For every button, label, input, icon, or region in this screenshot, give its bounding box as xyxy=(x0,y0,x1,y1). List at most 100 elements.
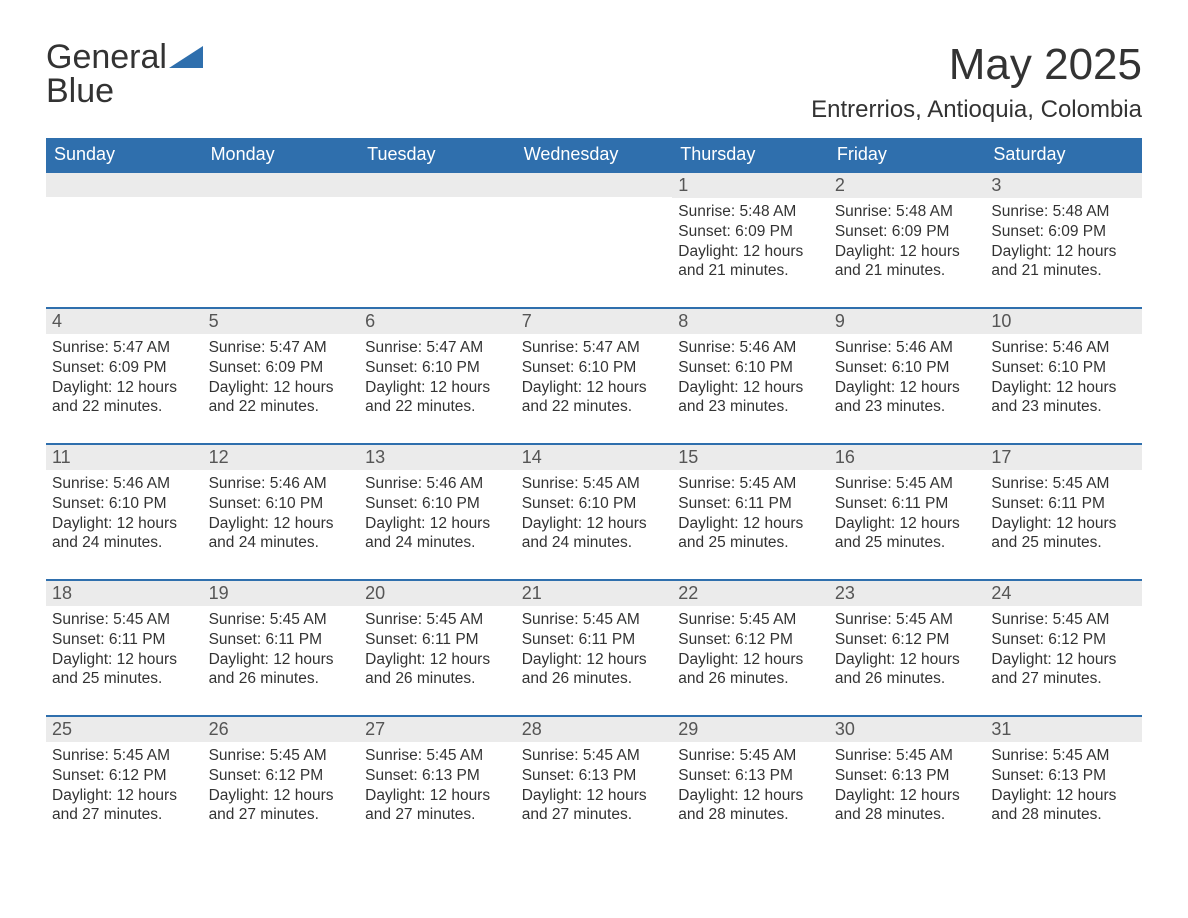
daylight-line-2: and 24 minutes. xyxy=(522,533,667,553)
daylight-hours-word: hours xyxy=(134,379,177,396)
sunrise-label: Sunrise: xyxy=(835,475,896,492)
sunrise-value: 5:46 AM xyxy=(113,475,170,492)
daylight-label: Daylight: xyxy=(835,651,900,668)
sunset-label: Sunset: xyxy=(522,359,579,376)
daylight-minutes-value: 25 xyxy=(708,534,725,551)
daylight-line-2: and 25 minutes. xyxy=(835,533,980,553)
sunset-value: 6:10 PM xyxy=(735,359,793,376)
daylight-line-1: Daylight: 12 hours xyxy=(835,378,980,398)
daylight-hours-word: hours xyxy=(1073,787,1116,804)
day-cell: 1Sunrise: 5:48 AMSunset: 6:09 PMDaylight… xyxy=(672,173,829,307)
day-body: Sunrise: 5:45 AMSunset: 6:13 PMDaylight:… xyxy=(516,742,673,829)
daylight-and-word: and xyxy=(835,806,865,823)
sunrise-value: 5:46 AM xyxy=(426,475,483,492)
daylight-line-1: Daylight: 12 hours xyxy=(835,242,980,262)
sunrise-label: Sunrise: xyxy=(209,339,270,356)
sunrise-value: 5:46 AM xyxy=(896,339,953,356)
header-row: General Blue May 2025 Entrerrios, Antioq… xyxy=(46,40,1142,124)
day-number: 20 xyxy=(359,581,516,606)
sunrise-line: Sunrise: 5:46 AM xyxy=(835,338,980,358)
daylight-minutes-word: minutes. xyxy=(726,806,789,823)
daylight-label: Daylight: xyxy=(835,379,900,396)
sunset-line: Sunset: 6:11 PM xyxy=(678,494,823,514)
day-body: Sunrise: 5:45 AMSunset: 6:13 PMDaylight:… xyxy=(359,742,516,829)
daylight-label: Daylight: xyxy=(209,515,274,532)
daylight-hours-word: hours xyxy=(1073,379,1116,396)
sunset-line: Sunset: 6:09 PM xyxy=(209,358,354,378)
daylight-and-word: and xyxy=(522,398,552,415)
daylight-minutes-value: 22 xyxy=(239,398,256,415)
daylight-minutes-word: minutes. xyxy=(569,534,632,551)
daylight-line-2: and 22 minutes. xyxy=(52,397,197,417)
location-subtitle: Entrerrios, Antioquia, Colombia xyxy=(811,96,1142,124)
daylight-line-1: Daylight: 12 hours xyxy=(835,786,980,806)
daylight-minutes-value: 23 xyxy=(1022,398,1039,415)
daylight-and-word: and xyxy=(209,398,239,415)
day-cell xyxy=(516,173,673,307)
day-of-week-header: Thursday xyxy=(672,138,829,171)
daylight-hours-value: 12 xyxy=(430,379,447,396)
sunrise-line: Sunrise: 5:45 AM xyxy=(678,474,823,494)
daylight-minutes-value: 22 xyxy=(395,398,412,415)
day-number: 7 xyxy=(516,309,673,334)
daylight-minutes-value: 22 xyxy=(552,398,569,415)
daylight-hours-word: hours xyxy=(760,787,803,804)
daylight-label: Daylight: xyxy=(365,651,430,668)
sunrise-label: Sunrise: xyxy=(991,203,1052,220)
sunrise-line: Sunrise: 5:45 AM xyxy=(365,610,510,630)
week-row: 4Sunrise: 5:47 AMSunset: 6:09 PMDaylight… xyxy=(46,307,1142,443)
day-body: Sunrise: 5:45 AMSunset: 6:11 PMDaylight:… xyxy=(829,470,986,557)
day-body: Sunrise: 5:45 AMSunset: 6:12 PMDaylight:… xyxy=(829,606,986,693)
daylight-hours-word: hours xyxy=(917,515,960,532)
sunset-value: 6:10 PM xyxy=(892,359,950,376)
sunset-label: Sunset: xyxy=(365,767,422,784)
sunrise-line: Sunrise: 5:45 AM xyxy=(991,746,1136,766)
daylight-line-1: Daylight: 12 hours xyxy=(209,650,354,670)
daylight-hours-word: hours xyxy=(447,515,490,532)
daylight-minutes-word: minutes. xyxy=(726,534,789,551)
daylight-hours-word: hours xyxy=(760,651,803,668)
sunset-line: Sunset: 6:12 PM xyxy=(678,630,823,650)
sunrise-value: 5:45 AM xyxy=(113,611,170,628)
daylight-minutes-word: minutes. xyxy=(1039,398,1102,415)
daylight-hours-word: hours xyxy=(1073,651,1116,668)
daylight-hours-value: 12 xyxy=(899,787,916,804)
day-body: Sunrise: 5:45 AMSunset: 6:11 PMDaylight:… xyxy=(203,606,360,693)
daylight-line-1: Daylight: 12 hours xyxy=(991,514,1136,534)
sunrise-label: Sunrise: xyxy=(835,339,896,356)
sunset-line: Sunset: 6:09 PM xyxy=(835,222,980,242)
daylight-and-word: and xyxy=(991,398,1021,415)
daylight-minutes-word: minutes. xyxy=(99,806,162,823)
day-of-week-header: Tuesday xyxy=(359,138,516,171)
daylight-line-1: Daylight: 12 hours xyxy=(365,514,510,534)
sunset-value: 6:12 PM xyxy=(735,631,793,648)
day-body: Sunrise: 5:46 AMSunset: 6:10 PMDaylight:… xyxy=(359,470,516,557)
sunrise-line: Sunrise: 5:48 AM xyxy=(991,202,1136,222)
daylight-minutes-value: 28 xyxy=(708,806,725,823)
day-body: Sunrise: 5:45 AMSunset: 6:11 PMDaylight:… xyxy=(672,470,829,557)
day-body: Sunrise: 5:47 AMSunset: 6:10 PMDaylight:… xyxy=(516,334,673,421)
day-number: 22 xyxy=(672,581,829,606)
daylight-hours-value: 12 xyxy=(430,787,447,804)
day-body: Sunrise: 5:46 AMSunset: 6:10 PMDaylight:… xyxy=(985,334,1142,421)
day-body: Sunrise: 5:46 AMSunset: 6:10 PMDaylight:… xyxy=(203,470,360,557)
sunset-label: Sunset: xyxy=(678,631,735,648)
day-cell: 17Sunrise: 5:45 AMSunset: 6:11 PMDayligh… xyxy=(985,445,1142,579)
daylight-hours-value: 12 xyxy=(1056,379,1073,396)
sunset-label: Sunset: xyxy=(52,767,109,784)
daylight-hours-word: hours xyxy=(604,379,647,396)
sunset-label: Sunset: xyxy=(835,495,892,512)
sunrise-line: Sunrise: 5:48 AM xyxy=(835,202,980,222)
sunrise-label: Sunrise: xyxy=(991,475,1052,492)
daylight-minutes-value: 25 xyxy=(865,534,882,551)
daylight-minutes-word: minutes. xyxy=(726,670,789,687)
daylight-minutes-word: minutes. xyxy=(726,262,789,279)
sunrise-value: 5:45 AM xyxy=(426,611,483,628)
daylight-and-word: and xyxy=(52,806,82,823)
sunset-value: 6:10 PM xyxy=(579,359,637,376)
sunrise-line: Sunrise: 5:45 AM xyxy=(522,746,667,766)
daylight-line-2: and 26 minutes. xyxy=(678,669,823,689)
daylight-and-word: and xyxy=(991,670,1021,687)
day-cell: 26Sunrise: 5:45 AMSunset: 6:12 PMDayligh… xyxy=(203,717,360,851)
daylight-label: Daylight: xyxy=(678,787,743,804)
